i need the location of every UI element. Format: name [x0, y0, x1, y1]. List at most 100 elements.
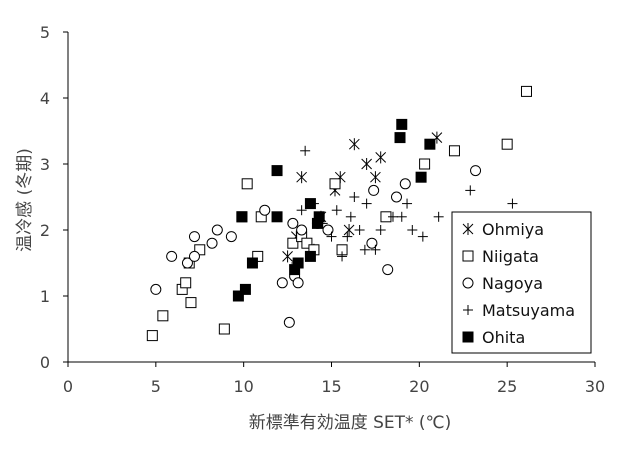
data-point-ohita — [271, 211, 283, 223]
data-point-nagoya — [188, 250, 200, 262]
data-point-nagoya — [322, 224, 334, 236]
data-point-matsuyama — [402, 198, 413, 209]
legend-label: Ohita — [482, 328, 525, 347]
data-point-ohmiya — [348, 138, 360, 151]
data-point-ohmiya — [361, 158, 372, 170]
data-point-nagoya — [166, 250, 178, 262]
data-point-ohmiya — [296, 171, 307, 184]
data-point-nagoya — [287, 217, 299, 229]
legend-label: Matsuyama — [482, 301, 575, 320]
data-point-niigata — [501, 138, 513, 150]
data-point-ohita — [304, 250, 316, 262]
data-point-nagoya — [188, 231, 200, 243]
legend-item-ohita: Ohita — [462, 328, 525, 347]
data-point-matsuyama — [345, 211, 356, 222]
data-point-niigata — [301, 237, 313, 249]
data-point-matsuyama — [407, 225, 418, 235]
data-point-ohita — [424, 138, 436, 150]
data-points — [146, 85, 532, 342]
data-point-nagoya — [225, 231, 237, 243]
data-point-ohmiya — [370, 171, 381, 184]
axes — [63, 31, 596, 367]
data-point-niigata — [185, 297, 197, 309]
legend-marker-niigata — [462, 250, 474, 262]
legend-marker-matsuyama — [463, 305, 473, 315]
data-point-niigata — [287, 237, 299, 249]
legend-item-matsuyama: Matsuyama — [463, 301, 575, 320]
data-point-nagoya — [470, 165, 482, 177]
data-point-matsuyama — [361, 198, 372, 209]
data-point-matsuyama — [370, 244, 381, 255]
x-tick-label: 25 — [497, 377, 517, 396]
data-point-ohita — [246, 257, 258, 269]
x-tick-label: 20 — [409, 377, 429, 396]
data-point-matsuyama — [342, 231, 353, 242]
data-point-niigata — [241, 178, 253, 190]
x-tick-labels: 0 5 10 15 20 25 30 — [63, 377, 605, 396]
legend-label: Nagoya — [482, 274, 543, 293]
data-point-nagoya — [283, 316, 295, 328]
data-point-matsuyama — [326, 231, 337, 242]
data-point-niigata — [180, 277, 192, 289]
data-point-nagoya — [368, 184, 380, 196]
data-point-matsuyama — [337, 251, 348, 262]
y-tick-label: 0 — [40, 353, 50, 372]
data-point-nagoya — [296, 224, 308, 236]
data-point-niigata — [419, 158, 431, 170]
legend-marker-nagoya — [462, 277, 474, 289]
x-tick-label: 0 — [63, 377, 73, 396]
data-point-matsuyama — [387, 211, 398, 222]
data-point-nagoya — [259, 204, 271, 216]
data-point-matsuyama — [465, 185, 476, 196]
data-point-nagoya — [399, 178, 411, 190]
data-point-niigata — [329, 178, 341, 190]
data-point-niigata — [218, 323, 230, 335]
legend-marker-ohmiya — [462, 223, 474, 235]
data-point-nagoya — [206, 237, 218, 249]
data-point-nagoya — [276, 277, 288, 289]
x-tick-label: 5 — [151, 377, 161, 396]
data-point-ohmiya — [282, 250, 293, 263]
x-tick-label: 15 — [321, 377, 341, 396]
data-point-ohmiya — [375, 151, 387, 164]
y-tick-label: 3 — [40, 155, 50, 174]
x-tick-label: 30 — [585, 377, 605, 396]
data-point-ohmiya — [343, 224, 355, 236]
series-ohita — [232, 118, 436, 302]
data-point-nagoya — [390, 191, 402, 203]
data-point-ohita — [239, 283, 251, 295]
data-point-matsuyama — [349, 192, 360, 202]
data-point-matsuyama — [396, 211, 407, 222]
data-point-matsuyama — [296, 205, 307, 216]
data-point-nagoya — [366, 237, 378, 249]
data-point-niigata — [194, 244, 206, 256]
legend-box — [451, 211, 592, 354]
y-tick-labels: 0 1 2 3 4 5 — [40, 23, 50, 372]
data-point-ohita — [394, 132, 406, 144]
data-point-nagoya — [181, 257, 193, 269]
data-point-ohita — [292, 257, 304, 269]
data-point-ohita — [304, 198, 316, 210]
data-point-matsuyama — [507, 198, 518, 209]
legend-label: Ohmiya — [482, 220, 544, 239]
data-point-matsuyama — [375, 225, 386, 235]
data-point-ohita — [415, 171, 427, 183]
data-point-niigata — [520, 85, 532, 97]
y-axis-title: 温冷感 (冬期) — [15, 148, 35, 252]
data-point-ohita — [232, 290, 244, 302]
data-point-ohita — [236, 211, 248, 223]
data-point-ohita — [396, 118, 408, 130]
data-point-nagoya — [382, 264, 394, 276]
x-tick-label: 10 — [233, 377, 253, 396]
data-point-ohita — [271, 165, 283, 177]
data-point-ohita — [313, 211, 325, 223]
legend-item-niigata: Niigata — [462, 247, 539, 266]
legend-item-nagoya: Nagoya — [462, 274, 543, 293]
series-niigata — [146, 85, 532, 342]
data-point-niigata — [146, 330, 158, 342]
x-axis-title: 新標準有効温度 SET* (℃) — [249, 413, 452, 433]
legend-label: Niigata — [482, 247, 539, 266]
data-point-niigata — [157, 310, 169, 322]
y-tick-label: 5 — [40, 23, 50, 42]
